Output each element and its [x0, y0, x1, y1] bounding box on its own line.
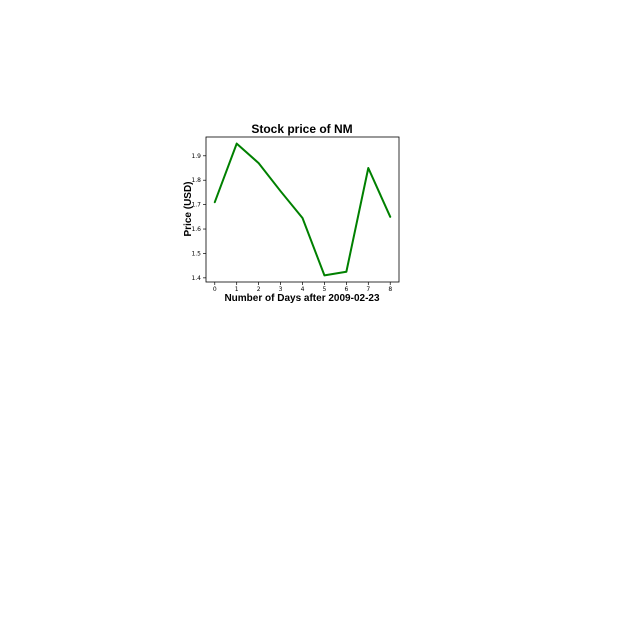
x-tick-label: 2 — [257, 286, 261, 293]
x-tick-label: 6 — [344, 286, 348, 293]
y-tick-label: 1.9 — [191, 153, 201, 160]
y-tick-label: 1.5 — [191, 250, 201, 257]
y-tick-label: 1.6 — [191, 226, 201, 233]
series-line — [213, 142, 392, 277]
y-tick-label: 1.8 — [191, 177, 201, 184]
y-tick-label: 1.4 — [191, 275, 201, 282]
plot-area — [205, 136, 400, 283]
x-tick-label: 1 — [235, 286, 239, 293]
y-tick-label: 1.7 — [191, 202, 201, 209]
y-axis-label: Price (USD) — [183, 181, 194, 236]
x-tick-label: 5 — [323, 286, 327, 293]
x-axis: 0 1 2 3 4 5 6 7 8 — [213, 282, 392, 293]
x-axis-label: Number of Days after 2009-02-23 — [224, 293, 380, 304]
x-tick-label: 3 — [279, 286, 283, 293]
series-layer — [213, 142, 392, 277]
y-axis: 1.4 1.5 1.6 1.7 1.8 1.9 — [191, 153, 206, 282]
x-tick-label: 7 — [366, 286, 370, 293]
chart-title: Stock price of NM — [251, 122, 352, 136]
x-tick-label: 8 — [388, 286, 392, 293]
x-tick-label: 4 — [301, 286, 305, 293]
x-tick-label: 0 — [213, 286, 217, 293]
